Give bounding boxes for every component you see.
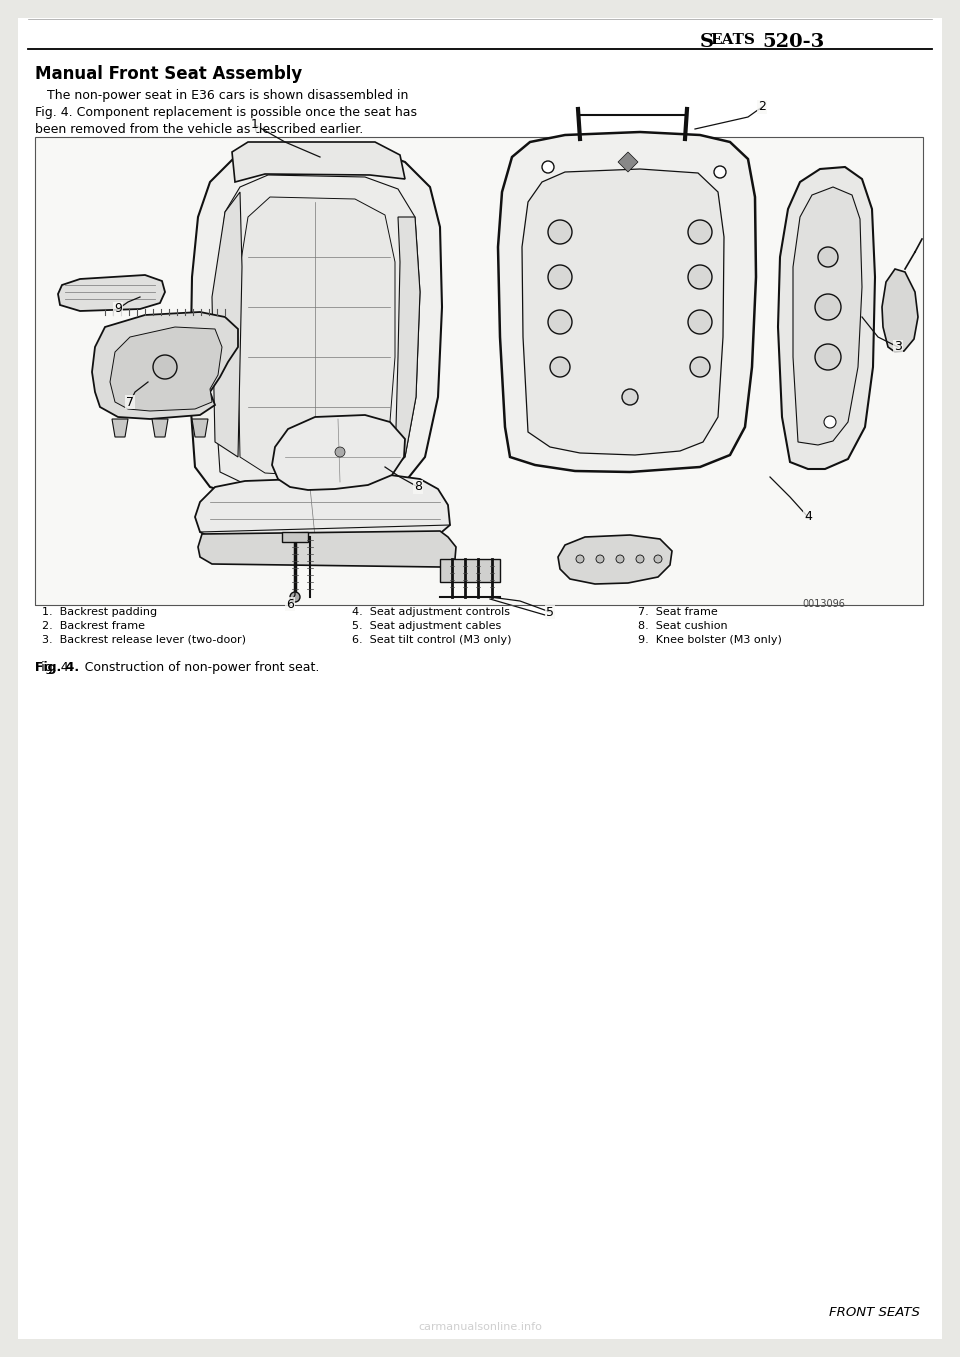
Circle shape <box>550 357 570 377</box>
Circle shape <box>290 592 300 603</box>
Text: 0013096: 0013096 <box>803 598 845 609</box>
Circle shape <box>824 417 836 427</box>
Polygon shape <box>558 535 672 584</box>
Circle shape <box>616 555 624 563</box>
Circle shape <box>153 356 177 379</box>
Polygon shape <box>882 269 918 351</box>
Text: S: S <box>700 33 714 52</box>
Text: 1.  Backrest padding: 1. Backrest padding <box>42 607 157 617</box>
Circle shape <box>596 555 604 563</box>
Text: 8.  Seat cushion: 8. Seat cushion <box>638 622 728 631</box>
Polygon shape <box>192 419 208 437</box>
Circle shape <box>542 161 554 172</box>
Polygon shape <box>190 147 442 499</box>
Polygon shape <box>232 142 405 182</box>
Text: 9: 9 <box>114 303 122 315</box>
Polygon shape <box>110 327 222 411</box>
Polygon shape <box>272 415 405 490</box>
Text: EATS: EATS <box>710 33 755 47</box>
Polygon shape <box>215 175 420 487</box>
Polygon shape <box>58 275 165 311</box>
Polygon shape <box>198 531 456 567</box>
Text: Manual Front Seat Assembly: Manual Front Seat Assembly <box>35 65 302 83</box>
Polygon shape <box>92 312 238 419</box>
Polygon shape <box>498 132 756 472</box>
Text: Fig. 4.   Construction of non-power front seat.: Fig. 4. Construction of non-power front … <box>35 661 320 674</box>
Circle shape <box>815 345 841 370</box>
Circle shape <box>688 309 712 334</box>
Polygon shape <box>618 152 638 172</box>
Text: 1: 1 <box>252 118 259 132</box>
Polygon shape <box>282 532 308 541</box>
Polygon shape <box>112 419 128 437</box>
Polygon shape <box>793 187 862 445</box>
Polygon shape <box>195 475 450 547</box>
Text: carmanualsonline.info: carmanualsonline.info <box>418 1322 542 1333</box>
Polygon shape <box>238 197 395 475</box>
Polygon shape <box>522 170 724 455</box>
Circle shape <box>335 446 345 457</box>
Polygon shape <box>212 191 242 457</box>
Text: 4.  Seat adjustment controls: 4. Seat adjustment controls <box>352 607 510 617</box>
Text: 5.  Seat adjustment cables: 5. Seat adjustment cables <box>352 622 501 631</box>
Text: been removed from the vehicle as described earlier.: been removed from the vehicle as describ… <box>35 123 363 136</box>
Circle shape <box>548 309 572 334</box>
Polygon shape <box>395 217 420 461</box>
Text: 6.  Seat tilt control (M3 only): 6. Seat tilt control (M3 only) <box>352 635 512 645</box>
Text: 8: 8 <box>414 480 422 494</box>
Polygon shape <box>152 419 168 437</box>
Circle shape <box>548 220 572 244</box>
Text: Fig. 4.: Fig. 4. <box>35 661 79 674</box>
Polygon shape <box>778 167 875 470</box>
Text: 5: 5 <box>546 605 554 619</box>
Text: 7.  Seat frame: 7. Seat frame <box>638 607 718 617</box>
Text: 7: 7 <box>126 395 134 408</box>
Circle shape <box>622 389 638 404</box>
Text: 2.  Backrest frame: 2. Backrest frame <box>42 622 145 631</box>
Text: 2: 2 <box>758 100 766 114</box>
Text: 3.  Backrest release lever (two-door): 3. Backrest release lever (two-door) <box>42 635 246 645</box>
Circle shape <box>576 555 584 563</box>
Circle shape <box>636 555 644 563</box>
Text: The non-power seat in E36 cars is shown disassembled in: The non-power seat in E36 cars is shown … <box>35 90 408 102</box>
Text: 4: 4 <box>804 510 812 524</box>
Circle shape <box>818 247 838 267</box>
Circle shape <box>654 555 662 563</box>
Circle shape <box>714 166 726 178</box>
Text: 6: 6 <box>286 597 294 611</box>
Circle shape <box>688 265 712 289</box>
Circle shape <box>548 265 572 289</box>
Circle shape <box>690 357 710 377</box>
Circle shape <box>688 220 712 244</box>
Text: Fig. 4. Component replacement is possible once the seat has: Fig. 4. Component replacement is possibl… <box>35 106 417 119</box>
Text: 9.  Knee bolster (M3 only): 9. Knee bolster (M3 only) <box>638 635 781 645</box>
Polygon shape <box>440 559 500 582</box>
Bar <box>35 137 923 605</box>
Circle shape <box>815 294 841 320</box>
Text: 3: 3 <box>894 341 902 354</box>
Text: 520-3: 520-3 <box>762 33 825 52</box>
Text: FRONT SEATS: FRONT SEATS <box>829 1305 920 1319</box>
